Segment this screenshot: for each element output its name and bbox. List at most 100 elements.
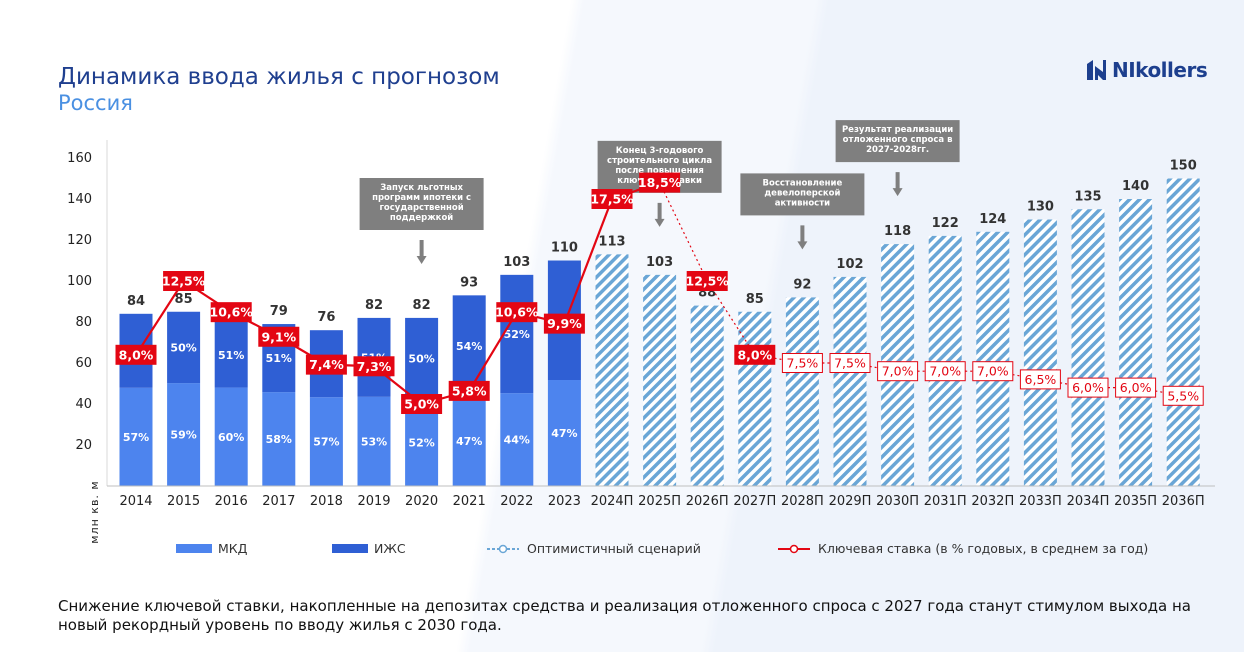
bar-mkd-share-label: 58% xyxy=(266,433,292,446)
housing-chart: 20 40 60 80 100 120 140 160 млн кв. м 57% 84 59% 50… xyxy=(67,120,1215,544)
down-arrow-icon xyxy=(416,240,427,264)
bar-total-label: 135 xyxy=(1074,189,1101,204)
x-tick-label: 2016 xyxy=(215,494,248,509)
key-rate-label: 7,4% xyxy=(309,357,344,372)
down-arrow-icon xyxy=(797,225,808,250)
key-rate-segment xyxy=(659,182,708,282)
bar-total-label: 82 xyxy=(413,298,431,313)
bar-total-label: 76 xyxy=(317,310,335,325)
x-tick-label: 2014 xyxy=(119,494,152,509)
key-rate-label-box xyxy=(353,356,395,377)
key-rate-label-box xyxy=(1019,369,1061,390)
legend-optimistic-swatch xyxy=(487,544,519,553)
key-rate-label: 7,5% xyxy=(787,356,819,371)
key-rate-label: 6,0% xyxy=(1120,380,1152,395)
key-rate-label: 7,0% xyxy=(977,364,1009,379)
key-rate-label-box xyxy=(448,380,490,401)
bar-total-label: 103 xyxy=(646,255,673,270)
bar-total-label: 84 xyxy=(127,294,145,309)
legend-key-rate-swatch xyxy=(778,544,810,553)
legend-optimistic-label: Оптимистичный сценарий xyxy=(527,541,701,556)
x-tick-label: 2022 xyxy=(500,494,533,509)
legend-izhs: ИЖС xyxy=(332,541,406,556)
bar-total-label: 122 xyxy=(932,216,959,231)
bar-mkd xyxy=(262,392,296,486)
bar-optimistic xyxy=(833,276,867,486)
logo-text: NIkollers xyxy=(1112,58,1208,82)
bar-mkd-share-label: 57% xyxy=(123,431,149,444)
annotation-text-line: поддержкой xyxy=(390,213,453,223)
x-tick-label: 2021 xyxy=(453,494,486,509)
legend-optimistic: Оптимистичный сценарий xyxy=(485,541,701,556)
annotation-text-line: Запуск льготных xyxy=(380,183,463,193)
annotation-text-line: программ ипотеки с xyxy=(372,193,471,203)
bar-total-label: 85 xyxy=(175,292,193,307)
page-subtitle: Россия xyxy=(58,91,133,115)
key-rate-label-box xyxy=(543,313,585,334)
key-rate-label-box xyxy=(781,353,823,373)
bar-mkd-share-label: 57% xyxy=(313,436,339,449)
bar-total-label: 130 xyxy=(1027,200,1054,215)
y-tick-label: 120 xyxy=(67,233,92,248)
bar-mkd-share-label: 44% xyxy=(504,434,530,447)
bar-optimistic xyxy=(1119,199,1153,486)
x-tick-label: 2023 xyxy=(548,494,581,509)
x-tick-label: 2030П xyxy=(876,494,919,509)
bar-mkd-share-label: 53% xyxy=(361,435,387,448)
x-tick-label: 2031П xyxy=(924,494,967,509)
legend-key-rate-label: Ключевая ставка (в % годовых, в среднем … xyxy=(818,541,1149,556)
bar-mkd-share-label: 47% xyxy=(551,427,577,440)
legend-izhs-swatch xyxy=(332,544,368,553)
annotation-text-line: Восстановление xyxy=(763,178,843,188)
page-title: Динамика ввода жилья с прогнозом xyxy=(58,64,500,90)
bar-total-label: 102 xyxy=(836,257,863,272)
key-rate-label-box xyxy=(163,271,205,291)
x-tick-label: 2024П xyxy=(591,494,634,509)
key-rate-label: 5,0% xyxy=(404,397,439,412)
x-tick-label: 2036П xyxy=(1162,494,1205,509)
y-tick-label: 160 xyxy=(67,151,92,166)
x-tick-label: 2017 xyxy=(262,494,295,509)
key-rate-label-box xyxy=(924,361,966,382)
bar-optimistic xyxy=(1023,219,1057,486)
key-rate-label: 12,5% xyxy=(686,274,730,289)
bar-mkd-share-label: 47% xyxy=(456,435,482,448)
key-rate-label: 6,5% xyxy=(1025,372,1057,387)
key-rate-label-box xyxy=(972,361,1014,382)
annotation-text-line: активности xyxy=(775,198,830,208)
bar-total-label: 82 xyxy=(365,298,383,313)
annotation-box xyxy=(740,173,865,216)
annotation-text-line: девелоперской xyxy=(764,188,840,198)
x-tick-label: 2020 xyxy=(405,494,438,509)
x-tick-label: 2026П xyxy=(686,494,729,509)
y-axis-title: млн кв. м xyxy=(88,480,101,543)
legend-mkd-swatch xyxy=(176,544,212,553)
key-rate-label: 7,5% xyxy=(834,356,866,371)
down-arrow-icon xyxy=(654,202,665,227)
legend-mkd: МКД xyxy=(176,541,247,556)
bar-optimistic xyxy=(690,305,724,486)
y-tick-label: 60 xyxy=(75,356,92,371)
bar-total-label: 79 xyxy=(270,304,288,319)
bar-mkd xyxy=(214,387,248,486)
bar-total-label: 103 xyxy=(503,255,530,270)
bar-mkd-share-label: 59% xyxy=(170,429,196,442)
bar-optimistic xyxy=(643,274,677,486)
bar-izhs-share-label: 51% xyxy=(218,349,244,362)
key-rate-label: 5,8% xyxy=(452,383,487,398)
key-rate-label-box xyxy=(686,271,728,291)
key-rate-label: 7,3% xyxy=(357,359,392,374)
key-rate-label-box xyxy=(734,344,776,365)
bar-total-label: 110 xyxy=(551,241,578,256)
x-tick-label: 2032П xyxy=(971,494,1014,509)
bar-mkd xyxy=(167,383,201,486)
annotation-text-line: отложенного спроса в xyxy=(843,135,953,145)
bar-mkd xyxy=(452,396,486,486)
bar-total-label: 118 xyxy=(884,224,911,239)
bar-optimistic xyxy=(785,297,819,486)
key-rate-label: 10,6% xyxy=(495,305,539,320)
key-rate-label-box xyxy=(1067,377,1109,398)
key-rate-segment xyxy=(468,311,518,392)
annotation-text-line: строительного цикла xyxy=(607,156,712,166)
y-tick-label: 20 xyxy=(75,438,92,453)
